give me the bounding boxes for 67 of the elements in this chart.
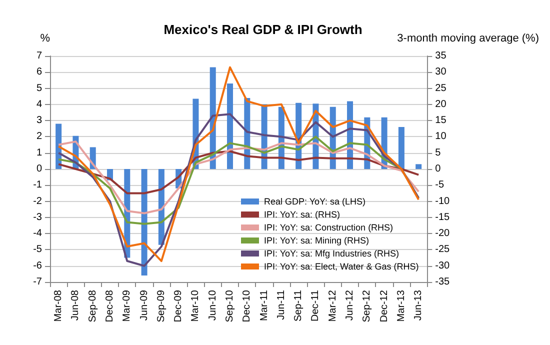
y2-tick-label: 0 bbox=[435, 164, 442, 174]
bar bbox=[398, 127, 404, 169]
y2-tick-label: -30 bbox=[435, 260, 450, 272]
y-axis-title: % bbox=[40, 32, 50, 44]
y-tick-label: 6 bbox=[36, 66, 42, 78]
x-tick-label: Sep-11 bbox=[293, 290, 304, 322]
y2-tick-label: 15 bbox=[435, 115, 447, 126]
x-tick-label: Mar-08 bbox=[53, 290, 64, 322]
x-tick-label: Jun-12 bbox=[344, 290, 356, 321]
x-tick-label: Sep-08 bbox=[87, 290, 98, 322]
y2-tick-label: 10 bbox=[435, 131, 447, 142]
x-tick-label: Mar-10 bbox=[190, 290, 202, 322]
y2-tick-label: -35 bbox=[435, 276, 450, 288]
line-series bbox=[58, 150, 420, 194]
x-tick-label: Dec-08 bbox=[104, 290, 116, 322]
y-tick-label: -6 bbox=[33, 260, 42, 272]
x-tick-label: Jun-10 bbox=[207, 290, 218, 321]
x-tick-label: Jun-13 bbox=[413, 290, 424, 321]
y-tick-label: 4 bbox=[36, 98, 42, 110]
legend-label: IPI: YoY: sa: Elect, Water & Gas (RHS) bbox=[264, 262, 419, 272]
y2-tick-label: 5 bbox=[435, 147, 442, 158]
y2-tick-label: 30 bbox=[435, 66, 447, 78]
y2-tick-label: -5 bbox=[435, 180, 444, 191]
legend-label: IPI: YoY: sa: Mining (RHS) bbox=[264, 236, 370, 246]
x-tick-label: Jun-09 bbox=[138, 290, 150, 321]
chart-title: Mexico's Real GDP & IPI Growth bbox=[164, 22, 362, 37]
y-tick-label: 1 bbox=[36, 147, 42, 158]
bar bbox=[141, 169, 148, 276]
y-tick-label: 3 bbox=[36, 115, 42, 126]
y2-tick-label: 35 bbox=[435, 50, 447, 62]
x-tick-label: Mar-11 bbox=[258, 290, 270, 321]
y2-tick-label: -20 bbox=[435, 228, 450, 240]
y2-tick-label: -15 bbox=[435, 212, 450, 223]
x-tick-label: Mar-13 bbox=[396, 290, 407, 322]
x-tick-label: Mar-09 bbox=[122, 290, 133, 322]
x-tick-label: Dec-09 bbox=[173, 290, 184, 322]
y-tick-label: 2 bbox=[36, 131, 42, 142]
legend-label: IPI: YoY: sa: Mfg Industries (RHS) bbox=[264, 248, 400, 258]
y2-axis-title: 3-month moving average (%) bbox=[397, 32, 540, 44]
x-tick-label: Sep-10 bbox=[224, 290, 236, 322]
y-tick-label: 5 bbox=[36, 82, 42, 94]
y-tick-label: -3 bbox=[33, 212, 42, 223]
x-tick-label: Dec-12 bbox=[378, 290, 390, 322]
y-tick-label: -5 bbox=[33, 244, 42, 256]
bar bbox=[416, 164, 422, 169]
x-tick-label: Jun-08 bbox=[70, 290, 82, 321]
line-series bbox=[58, 66, 420, 262]
y-tick-label: -7 bbox=[33, 276, 42, 288]
y-tick-label: -2 bbox=[33, 196, 42, 207]
y-tick-label: 7 bbox=[36, 50, 42, 62]
y2-tick-label: -25 bbox=[435, 244, 450, 256]
y-tick-label: -1 bbox=[33, 180, 42, 191]
y2-tick-label: 25 bbox=[435, 82, 447, 94]
x-tick-label: Dec-10 bbox=[242, 290, 253, 322]
x-tick-label: Dec-11 bbox=[310, 290, 322, 322]
x-tick-label: Sep-09 bbox=[156, 290, 167, 322]
x-tick-label: Mar-12 bbox=[327, 290, 338, 322]
y2-tick-label: -10 bbox=[435, 196, 450, 207]
legend-label: Real GDP: YoY: sa (LHS) bbox=[264, 196, 366, 206]
x-tick-label: Jun-11 bbox=[276, 290, 287, 320]
y-tick-label: 0 bbox=[36, 164, 42, 174]
legend-label: IPI: YoY: sa: (RHS) bbox=[264, 210, 340, 220]
x-tick-label: Sep-12 bbox=[362, 290, 373, 322]
bar bbox=[227, 83, 234, 169]
y2-tick-label: 20 bbox=[435, 98, 447, 110]
y-tick-label: -4 bbox=[33, 228, 42, 240]
legend-label: IPI: YoY: sa: Construction (RHS) bbox=[264, 222, 394, 232]
